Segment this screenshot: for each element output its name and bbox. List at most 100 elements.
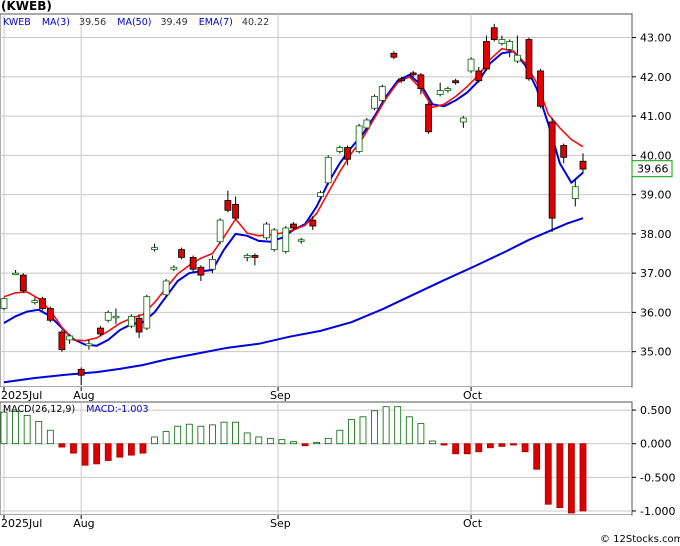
price-tick-label: 40.00 xyxy=(640,149,672,162)
candle-body xyxy=(548,121,556,219)
price-tick-label: 35.00 xyxy=(640,346,672,359)
candle-body xyxy=(490,27,498,40)
candle-body xyxy=(537,70,544,107)
legend-ema7-value: 40.22 xyxy=(242,17,269,28)
macd-tick-label: 0.500 xyxy=(640,404,672,417)
macd-bar xyxy=(568,443,575,514)
macd-bar xyxy=(510,443,517,446)
candle-body xyxy=(127,315,135,327)
price-tick-label: 42.00 xyxy=(640,71,672,84)
macd-bar xyxy=(463,443,471,455)
date-label: Oct xyxy=(463,517,483,530)
candle-body xyxy=(513,54,521,62)
candle-body xyxy=(371,96,378,109)
candle-body xyxy=(336,147,344,152)
macd-bar xyxy=(209,424,216,445)
macd-bar xyxy=(70,443,77,454)
candle-body xyxy=(436,90,444,95)
candle-body xyxy=(309,219,317,227)
candle-body xyxy=(197,266,205,276)
candle-body xyxy=(506,41,514,50)
macd-bar xyxy=(347,419,355,445)
macd-bar xyxy=(394,406,402,445)
candle-body xyxy=(344,147,351,160)
candle-body xyxy=(209,258,216,270)
date-bar-bg xyxy=(0,515,632,529)
macd-bar xyxy=(278,439,286,445)
legend-ma3-label: MA(3) xyxy=(42,17,70,28)
candle-body xyxy=(243,255,251,258)
macd-bar xyxy=(104,443,112,461)
legend-symbol: KWEB xyxy=(3,17,31,28)
macd-bar xyxy=(382,406,390,445)
chart-title: (KWEB) xyxy=(1,0,52,13)
candle-body xyxy=(178,249,185,258)
candle-body xyxy=(216,219,224,243)
candle-body xyxy=(282,227,290,252)
candle-body xyxy=(85,343,93,347)
date-label: Sep xyxy=(270,517,291,530)
date-label: Oct xyxy=(463,389,483,402)
candle-body xyxy=(112,315,120,319)
macd-bar xyxy=(359,416,367,445)
macd-bar xyxy=(174,425,182,445)
macd-bar xyxy=(116,443,124,458)
candle-body xyxy=(467,58,475,72)
macd-bar xyxy=(324,437,332,445)
macd-bar xyxy=(556,443,564,509)
price-legend: KWEB MA(3) 39.56 MA(50) 39.49 EMA(7) 40.… xyxy=(3,17,269,28)
macd-bar xyxy=(533,443,541,470)
ma50-line xyxy=(3,217,584,384)
price-tick-label: 37.00 xyxy=(640,267,672,280)
macd-bar xyxy=(93,443,101,465)
price-axis: 35.00 36.00 37.00 38.00 39.00 40.00 41.00 42.00… xyxy=(632,32,672,359)
candle-body xyxy=(232,204,240,219)
date-label: Sep xyxy=(270,389,291,402)
candle-body xyxy=(297,239,305,242)
date-axis-top: 2025Jul Aug Sep Oct xyxy=(0,387,632,402)
macd-bar xyxy=(544,443,552,505)
candle-body xyxy=(498,39,506,44)
candle-body xyxy=(263,223,270,239)
macd-bar xyxy=(58,443,66,448)
candle-body xyxy=(66,335,74,341)
candle-body xyxy=(444,88,452,91)
macd-bar xyxy=(0,411,8,445)
candle-body xyxy=(579,160,587,170)
candle-body xyxy=(459,117,467,123)
macd-bar xyxy=(232,421,240,445)
macd-bar xyxy=(243,432,251,445)
candle-body xyxy=(0,298,8,309)
candle-body xyxy=(452,80,460,84)
date-label: Aug xyxy=(73,517,94,530)
candle-body xyxy=(251,255,259,258)
macd-value: MACD:-1.003 xyxy=(86,404,148,415)
candle-body xyxy=(317,192,324,197)
macd-bar xyxy=(127,443,135,456)
candle-body xyxy=(378,86,386,101)
candle-body xyxy=(560,145,568,158)
macd-bar xyxy=(290,441,297,445)
macd-bar xyxy=(151,436,158,445)
macd-bar xyxy=(46,429,54,445)
legend-ma3-value: 39.56 xyxy=(79,17,106,28)
price-tick-label: 36.00 xyxy=(640,306,672,319)
macd-bar xyxy=(23,415,31,445)
candle-body xyxy=(97,327,104,335)
macd-bar xyxy=(486,443,494,449)
candle-body xyxy=(571,186,579,199)
candle-body xyxy=(31,300,39,303)
legend-ma50-value: 39.49 xyxy=(161,17,188,28)
candle-body xyxy=(77,368,85,376)
candle-body xyxy=(425,103,433,133)
macd-bar xyxy=(498,443,506,447)
candle-body xyxy=(39,298,46,309)
macd-bar xyxy=(266,437,274,445)
candle-body xyxy=(135,317,143,333)
macd-bar xyxy=(417,423,425,445)
macd-bar xyxy=(139,443,147,454)
macd-tick-label: -0.500 xyxy=(640,471,675,484)
candle-body xyxy=(170,266,178,270)
candle-body xyxy=(475,70,483,82)
